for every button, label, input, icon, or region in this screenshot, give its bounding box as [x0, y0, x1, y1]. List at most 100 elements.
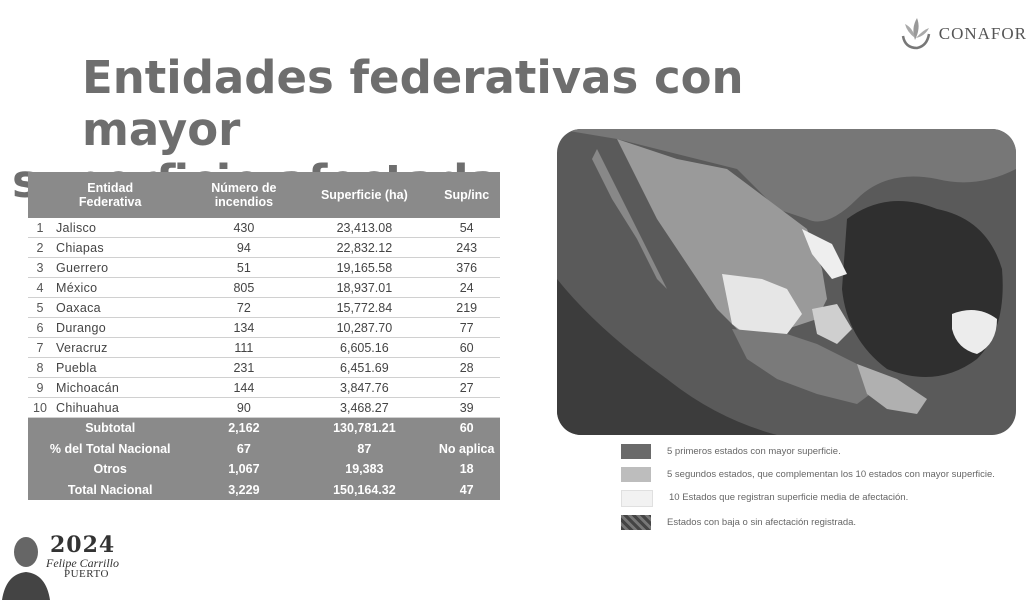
- legend-item: 10 Estados que registran superficie medi…: [621, 490, 1021, 507]
- footer-name-2: PUERTO: [64, 568, 109, 580]
- row-entidad: Puebla: [52, 357, 193, 378]
- legend-item: 5 segundos estados, que complementan los…: [621, 467, 1021, 482]
- header-incendios: Número de incendios: [192, 172, 296, 218]
- legend-item: 5 primeros estados con mayor superficie.: [621, 444, 1021, 459]
- table-row: 5 Oaxaca 72 15,772.84 219: [28, 297, 500, 318]
- summary-label: Subtotal: [28, 417, 193, 439]
- footer-logo-2024: 2024 Felipe Carrillo PUERTO: [0, 526, 130, 604]
- row-number: 4: [28, 277, 52, 298]
- header-text: Número de: [211, 181, 277, 195]
- map-legend: 5 primeros estados con mayor superficie.…: [621, 444, 1021, 530]
- header-text: Entidad: [87, 181, 134, 195]
- row-superficie: 3,847.76: [295, 377, 434, 398]
- table-row: 7 Veracruz 111 6,605.16 60: [28, 337, 500, 358]
- row-number: 8: [28, 357, 52, 378]
- table-row: 6 Durango 134 10,287.70 77: [28, 317, 500, 338]
- row-incendios: 144: [192, 377, 296, 398]
- legend-text: 5 primeros estados con mayor superficie.: [667, 446, 841, 457]
- legend-item: Estados con baja o sin afectación regist…: [621, 515, 1021, 530]
- row-entidad: Guerrero: [52, 257, 193, 278]
- table-row: 1 Jalisco 430 23,413.08 54: [28, 218, 500, 238]
- summary-superficie: 150,164.32: [295, 479, 434, 500]
- row-entidad: Veracruz: [52, 337, 193, 358]
- table-row: 3 Guerrero 51 19,165.58 376: [28, 257, 500, 278]
- header-text: incendios: [214, 195, 274, 209]
- row-incendios: 430: [192, 218, 296, 238]
- summary-incendios: 2,162: [192, 417, 296, 439]
- summary-label: Otros: [28, 459, 193, 480]
- row-entidad: México: [52, 277, 193, 298]
- row-superficie: 10,287.70: [295, 317, 434, 338]
- header-supinc: Sup/inc: [433, 172, 500, 218]
- row-incendios: 72: [192, 297, 296, 318]
- legend-swatch: [621, 490, 653, 507]
- title-line-1: Entidades federativas con mayor: [82, 51, 744, 156]
- summary-superficie: 87: [295, 438, 434, 459]
- header-text: Federativa: [78, 195, 142, 209]
- summary-row: Subtotal 2,162 130,781.21 60: [28, 417, 500, 439]
- row-supinc: 77: [433, 317, 500, 338]
- row-superficie: 6,605.16: [295, 337, 434, 358]
- row-incendios: 134: [192, 317, 296, 338]
- conafor-logo: CONAFOR: [895, 14, 1027, 54]
- table-row: 4 México 805 18,937.01 24: [28, 277, 500, 298]
- row-number: 2: [28, 237, 52, 258]
- row-incendios: 111: [192, 337, 296, 358]
- summary-superficie: 130,781.21: [295, 417, 434, 439]
- row-entidad: Michoacán: [52, 377, 193, 398]
- table-body: 1 Jalisco 430 23,413.08 54 2 Chiapas 94 22,832.1…: [28, 218, 500, 418]
- conafor-leaf-icon: [901, 18, 930, 50]
- table-row: 10 Chihuahua 90 3,468.27 39: [28, 397, 500, 418]
- row-superficie: 19,165.58: [295, 257, 434, 278]
- row-entidad: Jalisco: [52, 218, 193, 238]
- row-entidad: Oaxaca: [52, 297, 193, 318]
- legend-text: 10 Estados que registran superficie medi…: [669, 492, 909, 503]
- summary-label: % del Total Nacional: [28, 438, 193, 459]
- row-superficie: 22,832.12: [295, 237, 434, 258]
- row-superficie: 15,772.84: [295, 297, 434, 318]
- row-supinc: 39: [433, 397, 500, 418]
- header-superficie: Superficie (ha): [295, 172, 434, 218]
- legend-text: 5 segundos estados, que complementan los…: [667, 469, 995, 480]
- row-incendios: 231: [192, 357, 296, 378]
- entidades-table: Entidad Federativa Número de incendios Sup…: [28, 172, 500, 500]
- summary-label: Total Nacional: [28, 479, 193, 500]
- table-row: 8 Puebla 231 6,451.69 28: [28, 357, 500, 378]
- summary-row: % del Total Nacional 67 87 No aplica: [28, 438, 500, 459]
- legend-swatch: [621, 467, 651, 482]
- row-supinc: 27: [433, 377, 500, 398]
- row-supinc: 28: [433, 357, 500, 378]
- row-incendios: 94: [192, 237, 296, 258]
- legend-text: Estados con baja o sin afectación regist…: [667, 517, 857, 528]
- row-supinc: 24: [433, 277, 500, 298]
- row-superficie: 3,468.27: [295, 397, 434, 418]
- row-entidad: Durango: [52, 317, 193, 338]
- mexico-map: [557, 129, 1016, 435]
- row-number: 7: [28, 337, 52, 358]
- header-text: Superficie (ha): [320, 188, 408, 202]
- table-row: 9 Michoacán 144 3,847.76 27: [28, 377, 500, 398]
- summary-supinc: 47: [433, 479, 500, 500]
- summary-row: Otros 1,067 19,383 18: [28, 459, 500, 480]
- conafor-logo-text: CONAFOR: [938, 24, 1027, 43]
- summary-row: Total Nacional 3,229 150,164.32 47: [28, 479, 500, 500]
- footer-year: 2024: [50, 532, 116, 558]
- map-graphic: [557, 129, 1016, 435]
- summary-incendios: 1,067: [192, 459, 296, 480]
- row-number: 10: [28, 397, 52, 418]
- row-incendios: 51: [192, 257, 296, 278]
- row-supinc: 60: [433, 337, 500, 358]
- row-entidad: Chiapas: [52, 237, 193, 258]
- row-number: 6: [28, 317, 52, 338]
- portrait-icon: [2, 537, 50, 600]
- row-incendios: 805: [192, 277, 296, 298]
- summary-incendios: 67: [192, 438, 296, 459]
- row-supinc: 243: [433, 237, 500, 258]
- row-incendios: 90: [192, 397, 296, 418]
- row-number: 5: [28, 297, 52, 318]
- legend-swatch: [621, 515, 651, 530]
- table-header-row: Entidad Federativa Número de incendios Sup…: [28, 172, 500, 218]
- row-supinc: 54: [433, 218, 500, 238]
- row-supinc: 376: [433, 257, 500, 278]
- row-superficie: 18,937.01: [295, 277, 434, 298]
